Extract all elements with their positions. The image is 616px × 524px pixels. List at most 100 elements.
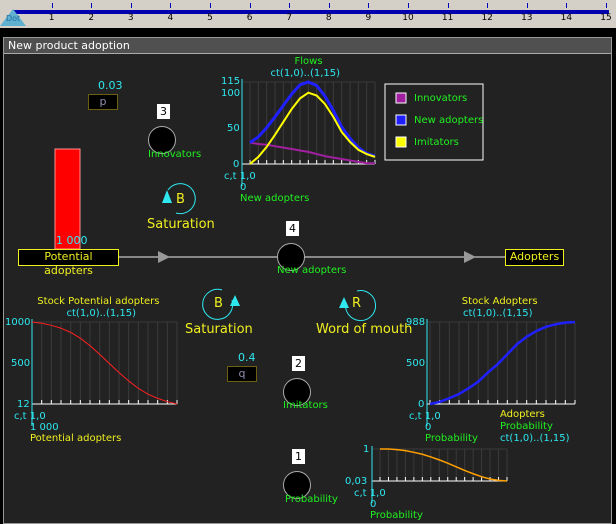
timeline-tick-label: 14: [560, 13, 573, 23]
timeline-tick: [249, 3, 251, 8]
x-axis-label: New adopters: [240, 193, 310, 204]
chart-subtitle: ct(1,0)..(1,15): [270, 68, 341, 79]
probability-order: 1: [292, 449, 305, 464]
y-tick-label: 1: [363, 444, 370, 455]
timeline-marker[interactable]: Dot: [0, 9, 26, 26]
imitators-label: Imitators: [283, 400, 328, 411]
legend-swatch: [395, 136, 407, 148]
timeline-tick: [526, 3, 528, 8]
chart-subtitle: ct(1,0)..(1,15): [66, 308, 137, 319]
y-tick-label: 1000: [5, 317, 31, 328]
timeline-tick-label: 15: [600, 13, 612, 23]
loop-label: Saturation: [185, 322, 253, 337]
timeline-tick: [130, 3, 132, 8]
x-start-label: c,t 1,0: [409, 411, 441, 422]
x-axis-label: Probability: [370, 510, 423, 521]
adopters-stock[interactable]: Adopters: [505, 249, 564, 266]
imitators-valve[interactable]: [283, 378, 311, 406]
x-value-label: 0: [370, 499, 377, 510]
timeline-tick-label: 9: [365, 13, 372, 23]
timeline-tick: [328, 3, 330, 8]
legend-swatch: [395, 92, 407, 104]
flow-arrow-icon: [158, 251, 170, 263]
timeline-ruler[interactable]: 1 2 3 4 5 6 7 8 9 10 11 12 13 14 15 Dot: [0, 0, 616, 28]
potential-adopters-value: 1 000: [56, 234, 88, 247]
y-tick-label: 115: [221, 75, 241, 87]
loop-letter: B: [176, 192, 185, 207]
innovators-label: Innovators: [148, 149, 202, 160]
timeline-bar[interactable]: [12, 10, 609, 14]
loop-arrow-icon: [167, 183, 196, 215]
timeline-tick-label: 10: [402, 13, 414, 23]
timeline-tick: [566, 3, 568, 8]
y-tick-label: 0: [233, 159, 240, 170]
imitators-order: 2: [292, 356, 305, 371]
legend-label: New adopters: [414, 115, 484, 126]
x-axis-label: Probability: [425, 433, 478, 444]
x-start-label: c,t 1,0: [224, 171, 256, 182]
series-line-probability: [429, 320, 576, 406]
new-adopters-valve[interactable]: [277, 243, 305, 271]
flow-arrow-icon: [464, 251, 476, 263]
potential-adopters-stock[interactable]: Potential adopters: [18, 249, 119, 277]
q-parameter[interactable]: q: [227, 366, 257, 382]
legend-label: Innovators: [414, 93, 468, 104]
timeline-tick: [51, 3, 53, 8]
y-tick-label: 0,03: [345, 476, 368, 487]
probability-valve[interactable]: [283, 471, 311, 499]
loop-arrowhead-icon: [162, 190, 172, 203]
timeline-tick-label: 6: [246, 13, 253, 23]
timeline-tick-label: 2: [88, 13, 95, 23]
timeline-tick-label: 5: [207, 13, 213, 23]
p-value: 0.03: [98, 79, 123, 92]
x-start-label: c,t 1,0: [14, 411, 46, 422]
timeline-tick: [447, 3, 449, 8]
chart-subtitle: ct(1,0)..(1,15): [463, 308, 533, 319]
timeline-tick-label: 13: [521, 13, 533, 23]
series-line-innovators: [249, 141, 375, 165]
x-value-label: 1 000: [30, 422, 59, 433]
legend-box: [384, 83, 484, 161]
x-start-label: c,t 1,0: [354, 488, 386, 499]
loop-letter: B: [214, 296, 223, 311]
chart-title: Probability: [500, 421, 553, 432]
model-panel: New product adoption: [3, 37, 612, 524]
loop-label: Word of mouth: [316, 322, 413, 337]
loop-label: Saturation: [147, 217, 215, 232]
legend-swatch: [395, 114, 407, 126]
probability-overlap-label: Adopters: [500, 409, 545, 420]
q-value: 0.4: [238, 351, 256, 364]
timeline-tick-label: 12: [481, 13, 493, 23]
y-tick-label: 988: [406, 317, 426, 328]
y-tick-label: 50: [227, 123, 240, 135]
x-value-label: 0: [425, 422, 432, 433]
timeline-tick: [91, 3, 93, 8]
loop-arrow-icon: [202, 288, 234, 320]
timeline-tick-label: 4: [167, 13, 174, 23]
series-line-probability: [380, 448, 508, 482]
innovators-order: 3: [157, 104, 170, 119]
loop-arrowhead-icon: [230, 295, 240, 306]
loop-arrowhead-icon: [339, 297, 349, 308]
chart-subtitle: ct(1,0)..(1,15): [500, 433, 570, 444]
timeline-tick: [289, 3, 291, 8]
timeline-tick: [408, 3, 409, 8]
timeline-tick: [170, 3, 172, 8]
x-axis-label: Potential adopters: [30, 433, 122, 444]
x-value-label: 0: [240, 182, 247, 193]
timeline-tick-label: 1: [48, 13, 55, 23]
y-tick-label: 12: [17, 399, 30, 410]
chart-title: Stock Adopters: [461, 296, 538, 307]
timeline-tick: [606, 3, 607, 8]
timeline-tick-label: 7: [286, 13, 293, 23]
p-parameter[interactable]: p: [88, 94, 118, 110]
chart-title: Stock Potential adopters: [37, 296, 160, 307]
probability-label: Probability: [285, 494, 338, 505]
timeline-tick: [368, 3, 370, 8]
innovators-valve[interactable]: [148, 126, 176, 154]
series-line-imitators: [249, 91, 376, 165]
timeline-marker-label: Dot: [6, 14, 21, 23]
series-line-new-adopters: [249, 80, 376, 158]
timeline-tick: [487, 3, 489, 8]
